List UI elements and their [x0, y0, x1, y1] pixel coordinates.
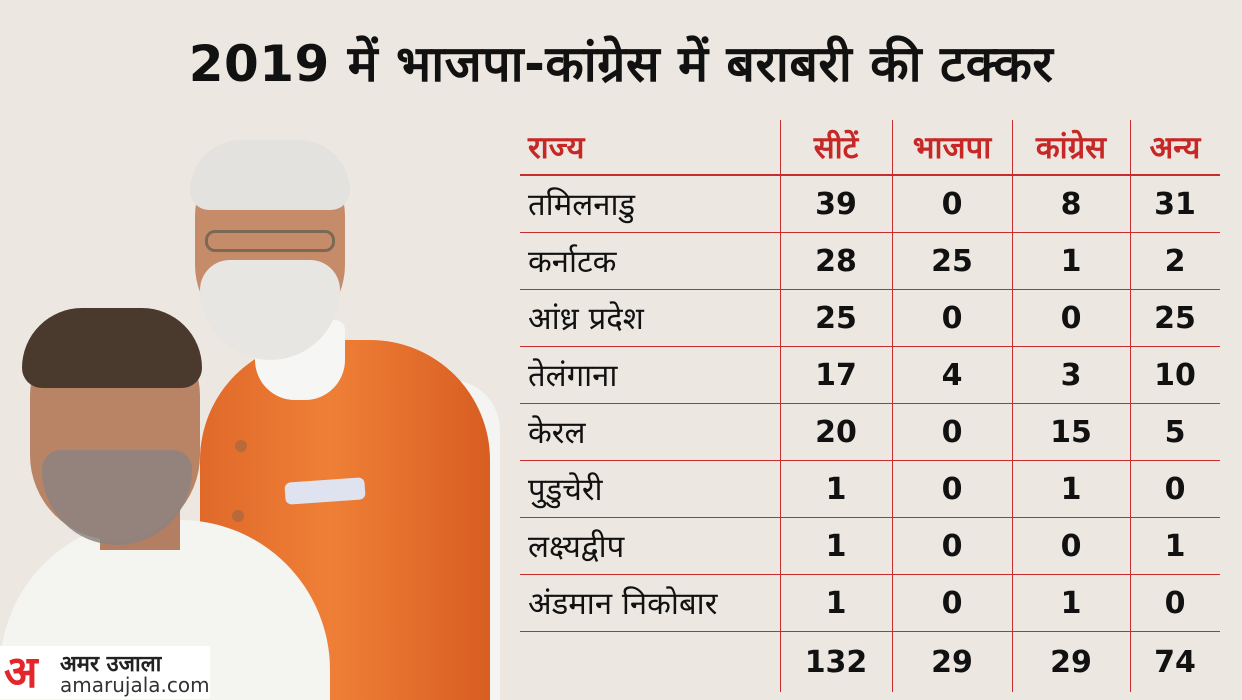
- cell-state: अंडमान निकोबार: [528, 586, 718, 622]
- cell-seats: 1: [825, 528, 847, 564]
- header-others: अन्य: [1149, 130, 1201, 166]
- column-divider: [892, 120, 893, 692]
- cell-bjp: 0: [941, 186, 963, 222]
- total-seats: 132: [804, 644, 868, 680]
- cell-state: पुडुचेरी: [528, 472, 603, 508]
- cell-congress: 3: [1060, 357, 1082, 393]
- results-table: राज्य सीटें भाजपा कांग्रेस अन्य तमिलनाडु…: [520, 120, 1220, 692]
- cell-others: 25: [1154, 300, 1196, 336]
- cell-seats: 1: [825, 471, 847, 507]
- cell-congress: 1: [1060, 585, 1082, 621]
- cell-state: कर्नाटक: [528, 244, 617, 280]
- logo-url: amarujala.com: [60, 673, 210, 697]
- cell-congress: 1: [1060, 243, 1082, 279]
- table-total-row: 132 29 29 74: [520, 632, 1220, 692]
- header-congress: कांग्रेस: [1035, 130, 1107, 166]
- rahul-hair: [22, 308, 202, 388]
- cell-seats: 20: [815, 414, 857, 450]
- total-congress: 29: [1050, 644, 1092, 680]
- total-label: [528, 632, 778, 692]
- page-title: 2019 में भाजपा-कांग्रेस में बराबरी की टक…: [188, 35, 1054, 93]
- table-row: तमिलनाडु 39 0 8 31: [520, 176, 1220, 233]
- cell-seats: 1: [825, 585, 847, 621]
- table-row: केरल 20 0 15 5: [520, 404, 1220, 461]
- table-row: कर्नाटक 28 25 1 2: [520, 233, 1220, 290]
- modi-hair: [190, 140, 350, 210]
- logo-name: अमर उजाला: [60, 652, 162, 677]
- cell-congress: 0: [1060, 528, 1082, 564]
- cell-state: तमिलनाडु: [528, 187, 636, 223]
- cell-state: लक्ष्यद्वीप: [528, 529, 625, 565]
- header-state: राज्य: [528, 130, 585, 166]
- table-row: लक्ष्यद्वीप 1 0 0 1: [520, 518, 1220, 575]
- cell-congress: 1: [1060, 471, 1082, 507]
- cell-others: 0: [1164, 471, 1186, 507]
- cell-bjp: 0: [941, 300, 963, 336]
- cell-others: 31: [1154, 186, 1196, 222]
- cell-seats: 25: [815, 300, 857, 336]
- cell-bjp: 0: [941, 414, 963, 450]
- leaders-photo: [0, 130, 500, 700]
- cell-seats: 28: [815, 243, 857, 279]
- column-divider: [780, 120, 781, 692]
- column-divider: [1012, 120, 1013, 692]
- column-divider: [1130, 120, 1131, 692]
- cell-others: 10: [1154, 357, 1196, 393]
- cell-bjp: 0: [941, 585, 963, 621]
- cell-congress: 0: [1060, 300, 1082, 336]
- cell-others: 1: [1164, 528, 1186, 564]
- header-bjp: भाजपा: [912, 130, 992, 166]
- cell-bjp: 0: [941, 528, 963, 564]
- cell-state: तेलंगाना: [528, 358, 618, 394]
- jacket-button: [232, 510, 244, 522]
- total-bjp: 29: [931, 644, 973, 680]
- table-row: तेलंगाना 17 4 3 10: [520, 347, 1220, 404]
- jacket-button: [235, 440, 247, 452]
- cell-congress: 8: [1060, 186, 1082, 222]
- logo-mark: अ: [4, 647, 38, 698]
- cell-state: आंध्र प्रदेश: [528, 301, 644, 337]
- cell-bjp: 25: [931, 243, 973, 279]
- cell-bjp: 4: [941, 357, 963, 393]
- total-others: 74: [1154, 644, 1196, 680]
- header-seats: सीटें: [813, 130, 859, 166]
- cell-others: 0: [1164, 585, 1186, 621]
- amar-ujala-logo: अ अमर उजाला amarujala.com: [0, 646, 210, 699]
- table-row: अंडमान निकोबार 1 0 1 0: [520, 575, 1220, 632]
- cell-others: 2: [1164, 243, 1186, 279]
- table-header-row: राज्य सीटें भाजपा कांग्रेस अन्य: [520, 120, 1220, 176]
- cell-congress: 15: [1050, 414, 1092, 450]
- table-row: पुडुचेरी 1 0 1 0: [520, 461, 1220, 518]
- cell-bjp: 0: [941, 471, 963, 507]
- cell-others: 5: [1164, 414, 1186, 450]
- cell-state: केरल: [528, 415, 586, 451]
- modi-glasses: [205, 230, 335, 252]
- cell-seats: 39: [815, 186, 857, 222]
- cell-seats: 17: [815, 357, 857, 393]
- table-row: आंध्र प्रदेश 25 0 0 25: [520, 290, 1220, 347]
